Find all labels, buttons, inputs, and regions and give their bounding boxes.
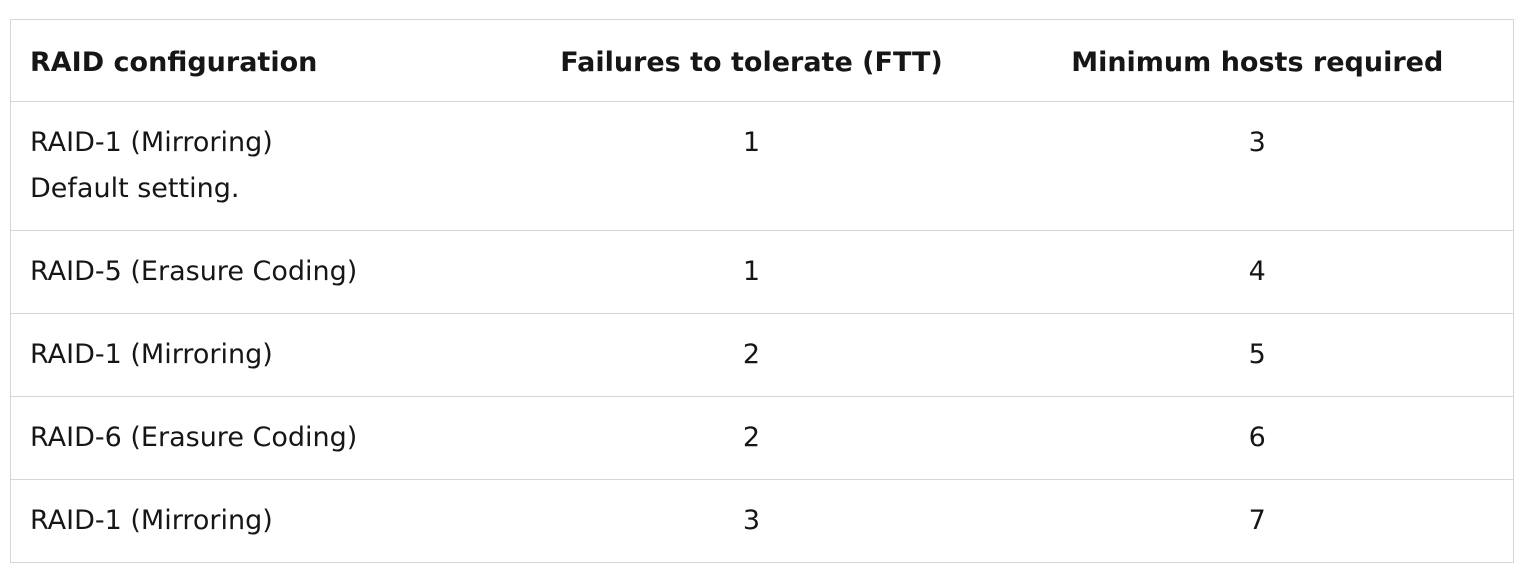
min-hosts-cell: 6 — [1001, 396, 1514, 480]
table-row: RAID-1 (Mirroring) 2 5 — [10, 313, 1514, 397]
min-hosts-cell: 5 — [1001, 313, 1514, 397]
raid-configuration-table: RAID configuration Failures to tolerate … — [10, 19, 1514, 563]
column-header-minimum-hosts: Minimum hosts required — [1001, 19, 1514, 102]
ftt-cell: 1 — [501, 230, 1002, 314]
column-header-raid-configuration: RAID configuration — [10, 19, 502, 102]
ftt-cell: 2 — [501, 396, 1002, 480]
min-hosts-cell: 3 — [1001, 101, 1514, 231]
raid-table-container: RAID configuration Failures to tolerate … — [10, 19, 1514, 563]
table-row: RAID-5 (Erasure Coding) 1 4 — [10, 230, 1514, 314]
ftt-cell: 1 — [501, 101, 1002, 231]
table-row: RAID-1 (Mirroring) Default setting. 1 3 — [10, 101, 1514, 231]
min-hosts-cell: 4 — [1001, 230, 1514, 314]
table-row: RAID-6 (Erasure Coding) 2 6 — [10, 396, 1514, 480]
raid-config-cell: RAID-1 (Mirroring) — [10, 313, 502, 397]
min-hosts-cell: 7 — [1001, 479, 1514, 563]
raid-config-cell: RAID-6 (Erasure Coding) — [10, 396, 502, 480]
raid-config-cell: RAID-1 (Mirroring) Default setting. — [10, 101, 502, 231]
table-row: RAID-1 (Mirroring) 3 7 — [10, 479, 1514, 563]
raid-config-cell: RAID-5 (Erasure Coding) — [10, 230, 502, 314]
ftt-cell: 3 — [501, 479, 1002, 563]
column-header-failures-to-tolerate: Failures to tolerate (FTT) — [501, 19, 1002, 102]
raid-config-note: Default setting. — [30, 173, 240, 204]
raid-config-cell: RAID-1 (Mirroring) — [10, 479, 502, 563]
ftt-cell: 2 — [501, 313, 1002, 397]
raid-config-label: RAID-1 (Mirroring) — [30, 127, 273, 158]
table-header-row: RAID configuration Failures to tolerate … — [10, 19, 1514, 102]
